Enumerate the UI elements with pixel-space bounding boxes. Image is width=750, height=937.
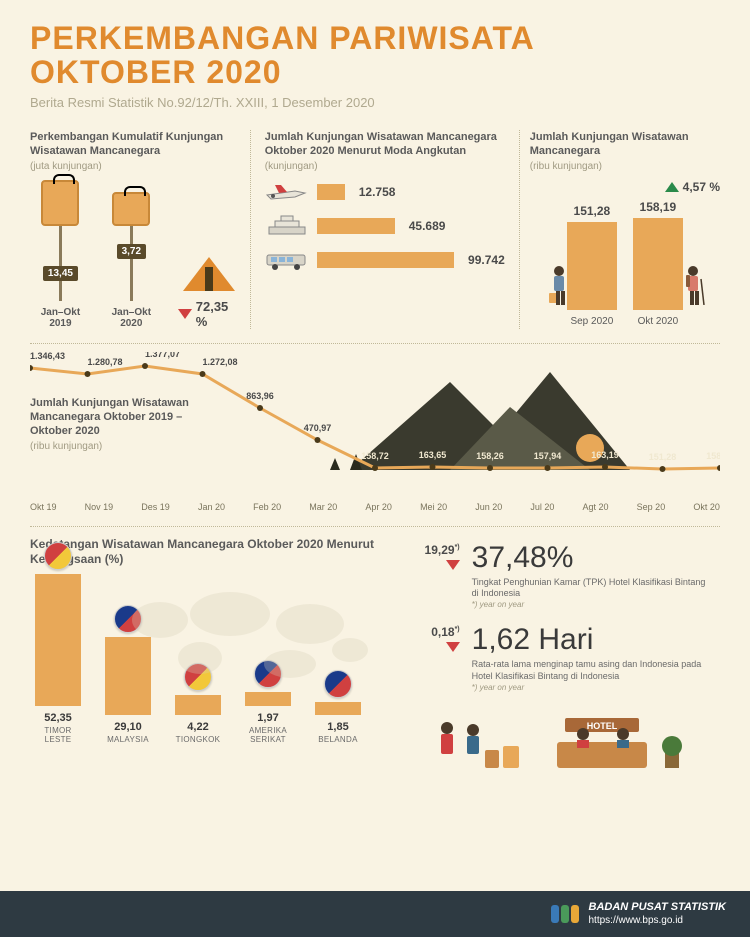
svg-text:863,96: 863,96 (246, 391, 274, 401)
hotel-stat: 19,29*) 37,48%Tingkat Penghunian Kamar (… (414, 543, 720, 609)
hotel-stat: 0,18*) 1,62 HariRata-rata lama menginap … (414, 625, 720, 691)
change-pct: 72,35 % (196, 299, 240, 329)
delta-value: 4,57 % (683, 180, 720, 194)
transport-row: 45.689 (265, 214, 505, 238)
panel-title: Jumlah Kunjungan Wisatawan Mancanegara O… (265, 130, 505, 159)
panel-monthly: Jumlah Kunjungan Wisatawan Mancanegara (… (530, 130, 720, 329)
svg-text:157,94: 157,94 (534, 451, 562, 461)
timeline-unit: (ribu kunjungan) (30, 441, 200, 452)
footer: BADAN PUSAT STATISTIK https://www.bps.go… (0, 891, 750, 937)
svg-text:163,65: 163,65 (419, 450, 447, 460)
tent-icon (183, 257, 235, 291)
svg-text:158,72: 158,72 (361, 451, 389, 461)
flag-icon (44, 542, 72, 570)
org-url: https://www.bps.go.id (589, 915, 727, 927)
month-bar: 158,19 Okt 2020 (633, 200, 683, 327)
panel-unit: (ribu kunjungan) (530, 161, 720, 172)
svg-text:151,28: 151,28 (649, 452, 677, 462)
down-arrow-icon (446, 560, 460, 570)
cumulative-bar: 13,45 Jan–Okt 2019 (30, 180, 91, 329)
up-arrow-icon (665, 182, 679, 192)
divider (30, 343, 720, 344)
svg-text:1.280,78: 1.280,78 (88, 357, 123, 367)
panel-unit: (juta kunjungan) (30, 161, 240, 172)
header: PERKEMBANGAN PARIWISATA OKTOBER 2020 Ber… (0, 0, 750, 118)
air-icon (265, 180, 309, 204)
page-title: PERKEMBANGAN PARIWISATA OKTOBER 2020 (30, 22, 720, 89)
panel-hotel-stats: 19,29*) 37,48%Tingkat Penghunian Kamar (… (414, 537, 720, 774)
bps-logo-icon (551, 905, 579, 923)
panel-title: Jumlah Kunjungan Wisatawan Mancanegara (530, 130, 720, 159)
panel-nationality: Kedatangan Wisatawan Mancanegara Oktober… (30, 537, 396, 774)
panel-unit: (kunjungan) (265, 161, 505, 172)
svg-text:470,97: 470,97 (304, 423, 332, 433)
world-map-icon (110, 580, 380, 700)
svg-text:158,26: 158,26 (476, 451, 504, 461)
svg-text:1.346,43: 1.346,43 (30, 352, 65, 361)
land-icon (265, 248, 309, 272)
panel-transport: Jumlah Kunjungan Wisatawan Mancanegara O… (250, 130, 520, 329)
svg-text:163,19: 163,19 (591, 450, 619, 460)
timeline-chart: 1.346,43 1.280,78 1.377,07 1.272,08 863,96 47… (30, 352, 720, 512)
svg-text:158,19: 158,19 (706, 451, 720, 461)
panel-cumulative: Perkembangan Kumulatif Kunjungan Wisataw… (30, 130, 240, 329)
cumulative-bar: 3,72 Jan–Okt 2020 (101, 192, 162, 329)
svg-text:1.377,07: 1.377,07 (145, 352, 180, 359)
transport-row: 12.758 (265, 180, 505, 204)
hotel-sign: HOTEL (587, 721, 618, 731)
down-arrow-icon (178, 309, 192, 319)
nationality-bar: 52,35TIMOR LESTE (30, 542, 86, 744)
panel-title: Perkembangan Kumulatif Kunjungan Wisataw… (30, 130, 240, 159)
hotel-scene-icon: HOTEL (414, 708, 720, 774)
down-arrow-icon (446, 642, 460, 652)
transport-row: 99.742 (265, 248, 505, 272)
sea-icon (265, 214, 309, 238)
month-bar: 151,28 Sep 2020 (567, 204, 617, 327)
subtitle: Berita Resmi Statistik No.92/12/Th. XXII… (30, 95, 720, 110)
timeline-title: Jumlah Kunjungan Wisatawan Mancanegara O… (30, 396, 200, 439)
svg-text:1.272,08: 1.272,08 (203, 357, 238, 367)
org-name: BADAN PUSAT STATISTIK (589, 901, 727, 914)
